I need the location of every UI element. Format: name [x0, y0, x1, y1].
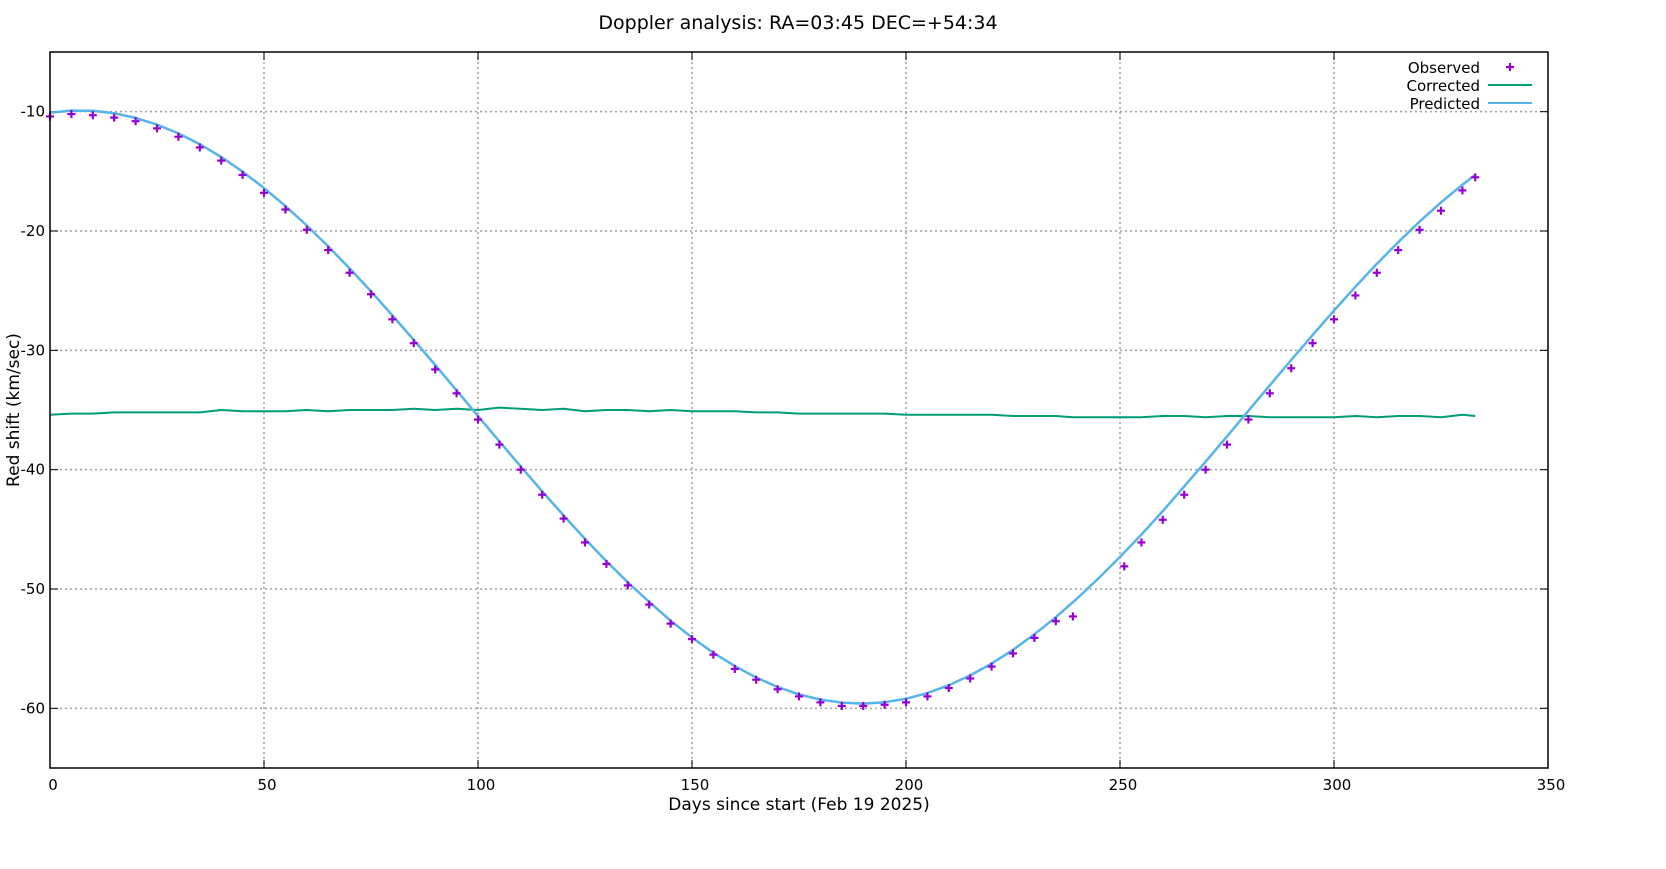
observed-point: [431, 365, 440, 374]
x-tick-label: 350: [1537, 776, 1566, 794]
observed-point: [623, 581, 632, 590]
legend-label-observed: Observed: [1408, 59, 1480, 77]
series-layer: [46, 109, 1480, 710]
observed-point: [324, 246, 333, 255]
observed-point: [559, 514, 568, 523]
observed-point: [345, 268, 354, 277]
x-tick-label: 300: [1323, 776, 1352, 794]
observed-point: [1437, 206, 1445, 215]
observed-point: [281, 205, 290, 214]
plot-frame: [49, 51, 1549, 769]
observed-point: [1180, 490, 1189, 499]
observed-point: [1201, 465, 1210, 474]
observed-point: [730, 664, 739, 673]
observed-point: [388, 315, 397, 324]
chart-title: Doppler analysis: RA=03:45 DEC=+54:34: [598, 12, 997, 34]
observed-point: [1051, 617, 1060, 626]
observed-point: [110, 113, 119, 122]
legend-marker-observed: [1506, 63, 1514, 71]
observed-point: [709, 650, 718, 659]
x-tick-label: 250: [1109, 776, 1138, 794]
observed-point: [966, 674, 975, 683]
observed-point: [581, 538, 589, 547]
observed-point: [816, 698, 825, 707]
observed-point: [238, 170, 247, 179]
grid: [50, 52, 1548, 768]
observed-point: [409, 339, 418, 348]
observed-point: [153, 124, 161, 133]
observed-point: [944, 684, 953, 693]
observed-point: [1244, 415, 1253, 424]
x-tick-label: 100: [467, 776, 496, 794]
observed-point: [67, 110, 76, 119]
observed-point: [516, 465, 525, 474]
y-tick-label: -50: [21, 580, 46, 598]
legend: Observed Corrected Predicted: [1407, 59, 1532, 113]
y-tick-label: -40: [21, 461, 46, 479]
observed-point: [1030, 633, 1039, 642]
observed-point: [302, 225, 311, 234]
observed-point: [688, 635, 696, 644]
y-tick-label: -20: [21, 222, 46, 240]
observed-point: [367, 290, 375, 299]
observed-point: [987, 662, 996, 671]
x-axis-label: Days since start (Feb 19 2025): [668, 795, 929, 815]
observed-point: [773, 685, 782, 694]
observed-point: [88, 111, 97, 120]
observed-point: [495, 440, 504, 449]
observed-point: [260, 188, 268, 197]
observed-point: [1120, 562, 1129, 571]
observed-point: [645, 600, 654, 609]
observed-point: [1137, 538, 1146, 547]
x-tick-label: 0: [48, 776, 58, 794]
observed-point: [880, 700, 889, 709]
observed-point: [1372, 268, 1381, 277]
observed-point: [1351, 291, 1360, 300]
observed-point: [474, 415, 482, 424]
observed-point: [602, 559, 611, 568]
y-axis-label: Red shift (km/sec): [4, 333, 24, 487]
observed-point: [666, 619, 675, 628]
observed-point: [1265, 389, 1274, 398]
observed-point: [1330, 315, 1338, 324]
observed-point: [1458, 186, 1467, 195]
observed-point: [902, 698, 910, 707]
x-tick-label: 150: [681, 776, 710, 794]
observed-point: [1223, 440, 1231, 449]
axis-ticks: 0 50 100 150 200 250 300 350 -10 -20 -30 -40 -50 -60: [21, 52, 1566, 794]
observed-point: [174, 132, 183, 141]
observed-point: [1471, 173, 1480, 182]
y-tick-label: -30: [21, 341, 46, 359]
y-tick-label: -10: [21, 103, 46, 121]
observed-point: [195, 143, 204, 152]
observed-point: [452, 389, 461, 398]
observed-point: [1158, 515, 1167, 524]
x-tick-label: 200: [895, 776, 924, 794]
observed-point: [1287, 364, 1296, 373]
observed-point: [538, 490, 547, 499]
observed-point: [1394, 246, 1403, 255]
observed-point: [837, 701, 846, 710]
legend-label-corrected: Corrected: [1407, 77, 1481, 95]
observed-point: [795, 692, 803, 701]
observed-point: [752, 675, 761, 684]
legend-observed-plus: [1506, 63, 1514, 71]
observed-point: [1308, 339, 1317, 348]
legend-label-predicted: Predicted: [1410, 95, 1480, 113]
x-tick-label: 50: [257, 776, 276, 794]
observed-point: [1009, 649, 1017, 658]
observed-point: [1415, 225, 1424, 234]
observed-point: [217, 156, 226, 165]
observed-point: [1068, 612, 1077, 621]
observed-point: [859, 701, 868, 710]
observed-point: [131, 117, 140, 126]
observed-point: [923, 692, 932, 701]
y-tick-label: -60: [21, 699, 46, 717]
